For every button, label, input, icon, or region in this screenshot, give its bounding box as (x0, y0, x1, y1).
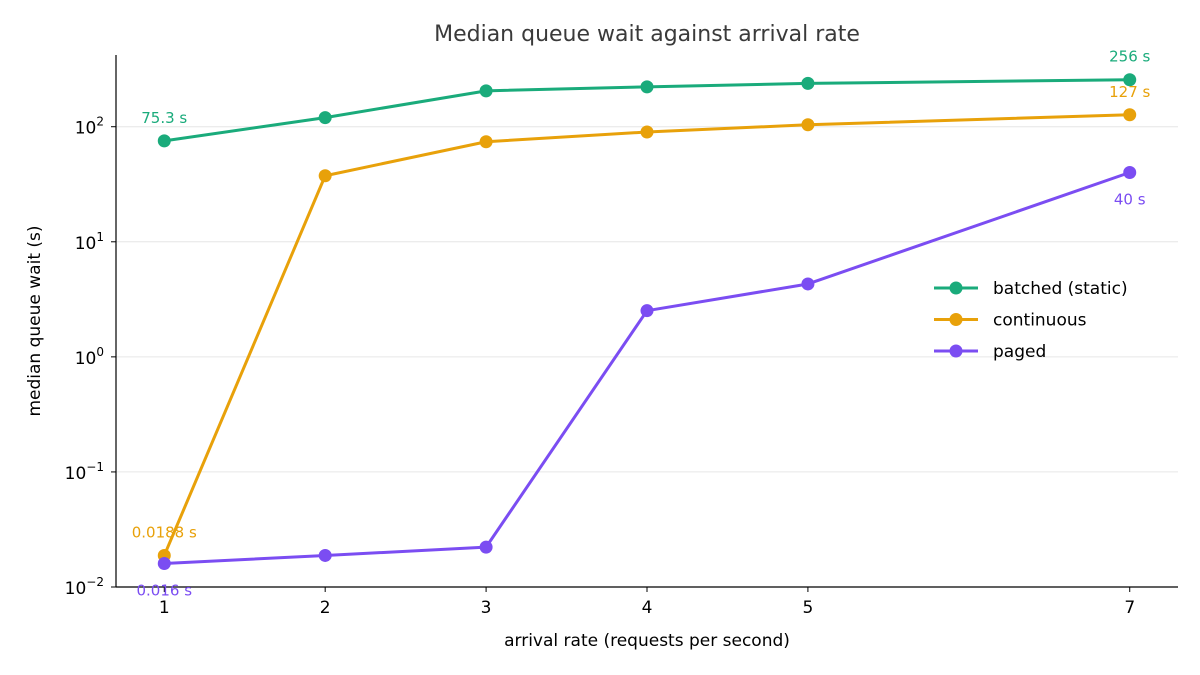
series-2: 0.0188 s 127 s (132, 83, 1151, 562)
y-tick-label: 102 (75, 115, 104, 139)
legend-label: paged (993, 342, 1046, 362)
y-axis-label: median queue wait (s) (25, 225, 45, 416)
x-tick-label: 3 (481, 598, 492, 618)
data-point (479, 540, 493, 554)
legend-label: continuous (993, 311, 1087, 331)
data-point (1123, 108, 1137, 122)
data-label: 127 s (1109, 83, 1150, 101)
gridlines (116, 126, 1178, 473)
data-point (801, 76, 815, 90)
x-tick-label: 4 (642, 598, 653, 618)
data-point (479, 84, 493, 98)
legend: batched (static) continuous paged (934, 279, 1128, 362)
data-point (640, 125, 654, 139)
data-point (1123, 166, 1137, 180)
legend-item: batched (static) (934, 279, 1128, 299)
data-point (1123, 73, 1137, 87)
data-point (801, 118, 815, 132)
data-point (640, 80, 654, 94)
data-point (157, 134, 171, 148)
x-tick-label: 5 (802, 598, 813, 618)
data-label: 256 s (1109, 48, 1150, 66)
data-point (318, 169, 332, 183)
data-point (801, 277, 815, 291)
x-tick-label: 7 (1124, 598, 1135, 618)
data-label: 75.3 s (141, 109, 187, 127)
legend-item: paged (934, 342, 1046, 362)
data-point (157, 557, 171, 571)
chart-title: Median queue wait against arrival rate (434, 22, 860, 47)
legend-label: batched (static) (993, 279, 1128, 299)
data-label: 40 s (1114, 191, 1146, 209)
series-line (162, 113, 1130, 557)
x-axis-label: arrival rate (requests per second) (504, 631, 790, 651)
legend-item: continuous (934, 311, 1087, 331)
legend-swatch-marker (949, 313, 963, 326)
data-point (318, 111, 332, 125)
legend-swatch-marker (949, 344, 963, 358)
y-tick-label: 101 (75, 230, 104, 254)
series-line (164, 78, 1130, 143)
y-tick-label: 10−2 (65, 575, 104, 599)
x-tick-label: 2 (320, 598, 331, 618)
y-tick-label: 100 (75, 345, 104, 369)
series-line (164, 171, 1131, 566)
y-tick-label: 10−1 (65, 460, 104, 484)
legend-swatch-marker (949, 281, 963, 295)
series-layer: 75.3 s 256 s 0.0188 s 127 s 0.016 s 40 s (132, 48, 1151, 600)
data-point (479, 135, 493, 149)
x-tick-label: 1 (159, 598, 170, 618)
data-label: 0.0188 s (132, 523, 197, 541)
data-point (640, 304, 654, 318)
data-label: 0.016 s (137, 582, 193, 600)
x-axis-ticks: 1 2 3 4 5 7 (159, 587, 1135, 618)
series-1: 75.3 s 256 s (141, 48, 1151, 148)
data-point (318, 548, 332, 562)
series-3: 0.016 s 40 s (137, 166, 1146, 600)
y-axis-ticks: 10−2 10−1 100 101 102 (65, 115, 116, 599)
